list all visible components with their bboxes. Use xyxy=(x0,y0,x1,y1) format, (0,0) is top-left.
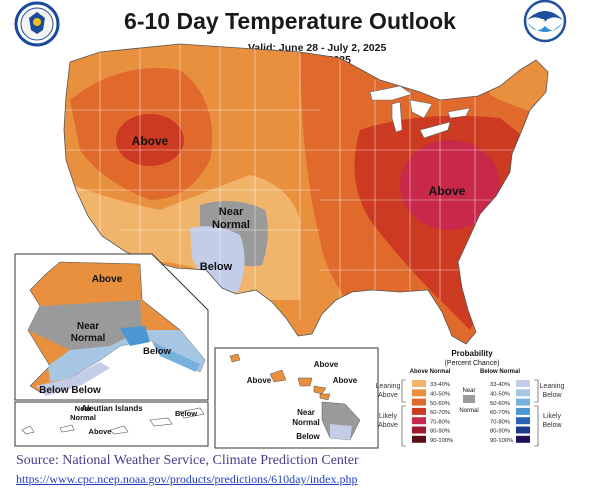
above-swatch-4 xyxy=(412,417,426,425)
ak-label-below: Below xyxy=(143,346,172,357)
below-swatch-0 xyxy=(516,380,530,387)
above-swatch-3 xyxy=(412,407,426,415)
label-near-normal-line1: Near xyxy=(219,206,244,218)
map-title: 6-10 Day Temperature Outlook xyxy=(124,8,456,34)
below-label-2: 50-60% xyxy=(490,401,510,407)
above-label-4: 70-80% xyxy=(430,419,450,425)
below-label-3: 60-70% xyxy=(490,410,510,416)
legend-col-above: Above Normal xyxy=(410,369,451,375)
alaska-below-40-50 xyxy=(48,330,205,382)
leaning-above-2: Above xyxy=(378,392,398,399)
aleutian-normal: Normal xyxy=(70,413,96,422)
legend-near-line1: Near xyxy=(462,388,475,394)
alaska-near-normal xyxy=(28,300,142,350)
alaska-inset: Above Near Normal Below Below Below xyxy=(14,253,209,401)
source-credit: Source: National Weather Service, Climat… xyxy=(16,453,359,468)
legend: Probability (Percent Chance) Above Norma… xyxy=(376,349,565,447)
label-below: Below xyxy=(200,261,233,273)
west-60-70 xyxy=(116,114,184,166)
noaa-logo: NOAA xyxy=(523,0,567,43)
leaning-below-2: Below xyxy=(542,392,562,399)
above-label-1: 40-50% xyxy=(430,392,450,398)
state-borders xyxy=(64,44,520,320)
below-label-4: 70-80% xyxy=(490,419,510,425)
above-swatch-0 xyxy=(412,380,426,387)
above-swatch-1 xyxy=(412,389,426,397)
hi-label-near-line1: Near xyxy=(297,408,315,417)
below-label-0: 33-40% xyxy=(490,382,510,388)
above-swatch-6 xyxy=(412,435,426,443)
likely-below-2: Below xyxy=(542,422,562,429)
legend-col-below: Below Normal xyxy=(480,369,520,375)
aleutian-inset: Near Aleutian Islands Normal Below Above xyxy=(14,401,209,447)
below-label-1: 40-50% xyxy=(490,392,510,398)
alaska-panhandle-below xyxy=(152,342,200,372)
label-above-west: Above xyxy=(132,134,169,148)
leaning-below-1: Leaning xyxy=(540,383,565,390)
legend-title-line1: Probability xyxy=(451,349,493,358)
aleutian-below: Below xyxy=(175,409,197,418)
hawaii-big-island-below xyxy=(330,424,352,440)
hi-label-above-3: Above xyxy=(333,376,358,385)
below-normal-swatches: 33-40% 40-50% 50-60% 60-70% 70-80% 80-90% 90-1… xyxy=(490,380,530,444)
legend-title-line2: (Percent Chance) xyxy=(445,360,500,367)
hawaii-inset: Above Above Above Near Normal Below xyxy=(214,347,379,449)
above-label-5: 80-90% xyxy=(430,429,450,435)
below-swatch-5 xyxy=(516,426,530,434)
near-normal-swatch xyxy=(463,395,475,403)
above-label-3: 60-70% xyxy=(430,410,450,416)
below-swatch-1 xyxy=(516,389,530,397)
label-near-normal-line2: Normal xyxy=(212,219,250,231)
below-label-5: 80-90% xyxy=(490,429,510,435)
label-above-east: Above xyxy=(429,184,466,198)
below-swatch-4 xyxy=(516,417,530,425)
below-swatch-3 xyxy=(516,407,530,415)
dept-commerce-seal xyxy=(14,1,60,47)
likely-above-1: Likely xyxy=(379,413,397,420)
ak-label-above: Above xyxy=(92,274,123,285)
hi-label-below: Below xyxy=(296,432,320,441)
aleutian-near: Near xyxy=(75,404,92,413)
ak-label-near-line2: Normal xyxy=(71,333,106,344)
above-swatch-5 xyxy=(412,426,426,434)
above-normal-swatches: 33-40% 40-50% 50-60% 60-70% 70-80% 80-90% 90-1… xyxy=(412,380,453,444)
likely-above-2: Above xyxy=(378,422,398,429)
above-label-2: 50-60% xyxy=(430,401,450,407)
above-label-0: 33-40% xyxy=(430,382,450,388)
below-swatch-2 xyxy=(516,398,530,406)
below-label-6: 90-100% xyxy=(490,438,513,444)
hi-label-above-1: Above xyxy=(314,360,339,369)
above-swatch-2 xyxy=(412,398,426,406)
above-label-6: 90-100% xyxy=(430,438,453,444)
hi-label-above-2: Above xyxy=(247,376,272,385)
likely-below-1: Likely xyxy=(543,413,561,420)
source-url-link[interactable]: https://www.cpc.ncep.noaa.gov/products/p… xyxy=(16,472,358,486)
leaning-above-1: Leaning xyxy=(376,383,401,390)
noaa-logo-text: NOAA xyxy=(535,19,556,26)
aleutian-above: Above xyxy=(89,427,112,436)
aleutian-title: Aleutian Islands xyxy=(81,404,143,413)
alaska-peninsula-below xyxy=(36,362,110,396)
below-swatch-6 xyxy=(516,435,530,443)
ak-label-below-below: Below Below xyxy=(39,385,101,396)
legend-near-line2: Normal xyxy=(459,408,478,414)
great-lakes xyxy=(369,85,471,139)
ak-label-near-line1: Near xyxy=(77,321,99,332)
alaska-below-60-70 xyxy=(120,326,150,346)
hi-label-near-line2: Normal xyxy=(292,418,320,427)
